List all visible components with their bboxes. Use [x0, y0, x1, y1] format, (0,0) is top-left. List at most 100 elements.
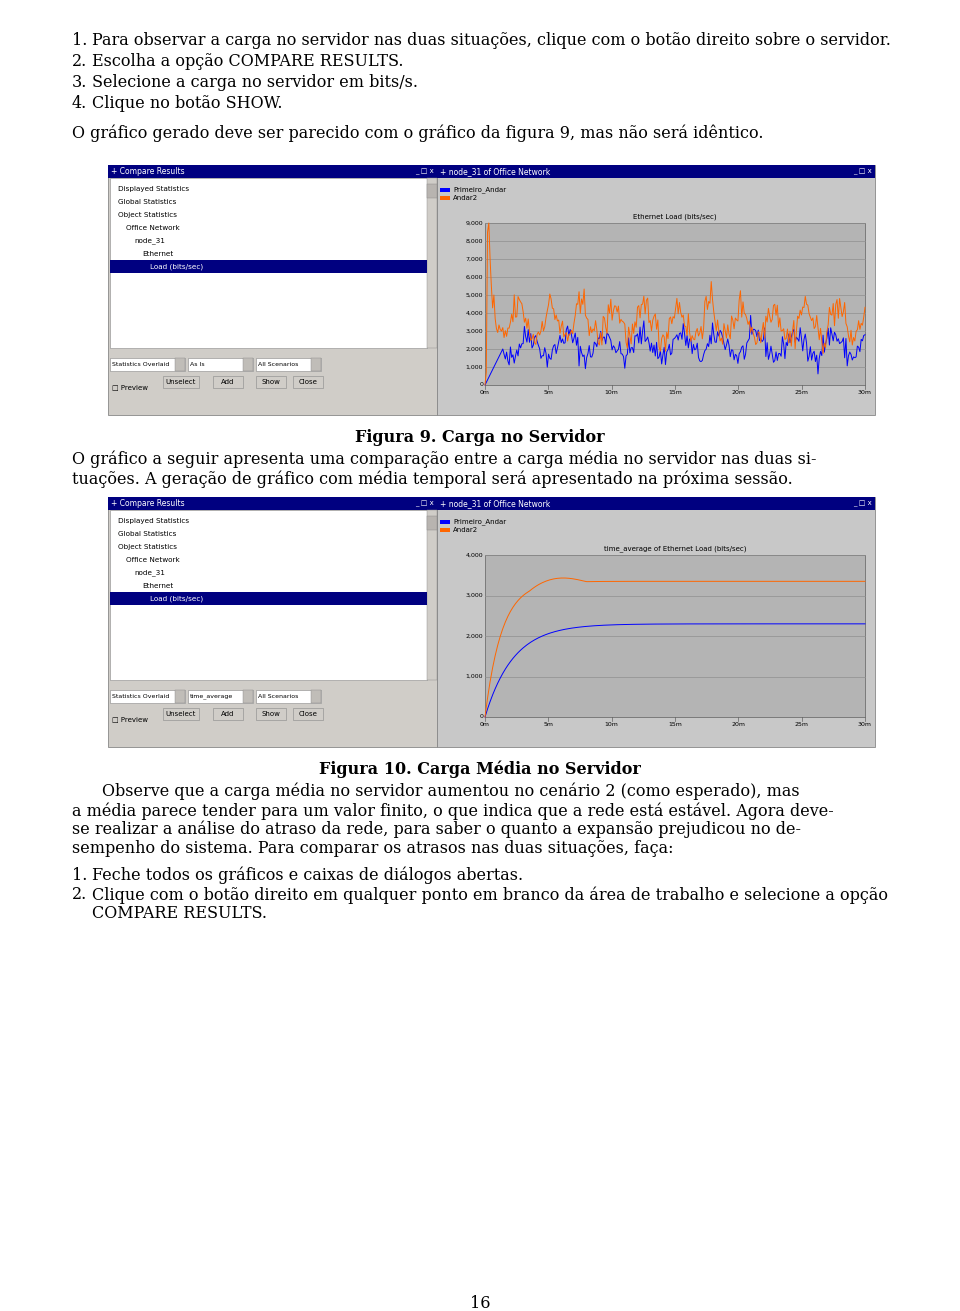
Bar	[188, 358, 253, 371]
Text: Primeiro_Andar: Primeiro_Andar	[453, 186, 506, 194]
Text: 1,000: 1,000	[466, 674, 483, 679]
Bar	[175, 690, 185, 703]
Text: Ethernet: Ethernet	[142, 250, 173, 257]
Text: 16: 16	[469, 1295, 491, 1311]
Text: node_31: node_31	[134, 569, 165, 576]
Bar	[188, 690, 253, 703]
Bar	[256, 690, 321, 703]
Bar	[437, 165, 875, 178]
Text: 25m: 25m	[795, 389, 808, 395]
Text: Statistics Overlaid: Statistics Overlaid	[112, 362, 169, 367]
Text: 4,000: 4,000	[466, 311, 483, 316]
Text: Andar2: Andar2	[453, 527, 478, 534]
Text: + node_31 of Office Network: + node_31 of Office Network	[440, 499, 550, 507]
Text: 0m: 0m	[480, 722, 490, 728]
Text: O gráfico gerado deve ser parecido com o gráfico da figura 9, mas não será idênt: O gráfico gerado deve ser parecido com o…	[72, 125, 763, 142]
Text: 10m: 10m	[605, 389, 618, 395]
Text: 25m: 25m	[795, 722, 808, 728]
Text: 20m: 20m	[732, 389, 745, 395]
Text: All Scenarios: All Scenarios	[258, 362, 299, 367]
Text: Close: Close	[299, 379, 318, 385]
Text: Show: Show	[261, 711, 280, 717]
Text: sempenho do sistema. Para comparar os atrasos nas duas situações, faça:: sempenho do sistema. Para comparar os at…	[72, 840, 674, 857]
Text: O gráfico a seguir apresenta uma comparação entre a carga média no servidor nas : O gráfico a seguir apresenta uma compara…	[72, 451, 817, 468]
Bar	[243, 358, 253, 371]
Bar	[311, 358, 321, 371]
Text: node_31: node_31	[134, 237, 165, 244]
Text: Feche todos os gráficos e caixas de diálogos abertas.: Feche todos os gráficos e caixas de diál…	[92, 867, 523, 885]
Text: Office Network: Office Network	[126, 224, 180, 231]
Text: Ethernet: Ethernet	[142, 582, 173, 589]
Text: 0m: 0m	[480, 389, 490, 395]
Text: 5,000: 5,000	[466, 292, 483, 298]
Text: 20m: 20m	[732, 722, 745, 728]
Text: Object Statistics: Object Statistics	[118, 544, 177, 549]
Text: Observe que a carga média no servidor aumentou no cenário 2 (como esperado), mas: Observe que a carga média no servidor au…	[102, 783, 800, 801]
Text: Andar2: Andar2	[453, 195, 478, 201]
Text: time_average of Ethernet Load (bits/sec): time_average of Ethernet Load (bits/sec)	[604, 545, 746, 552]
Text: 2,000: 2,000	[466, 633, 483, 638]
Text: □ Preview: □ Preview	[112, 716, 148, 722]
Text: Figura 10. Carga Média no Servidor: Figura 10. Carga Média no Servidor	[319, 760, 641, 779]
Text: 3,000: 3,000	[466, 329, 483, 333]
Text: Figura 9. Carga no Servidor: Figura 9. Carga no Servidor	[355, 429, 605, 446]
Text: Escolha a opção COMPARE RESULTS.: Escolha a opção COMPARE RESULTS.	[92, 52, 403, 69]
Text: Displayed Statistics: Displayed Statistics	[118, 185, 189, 191]
Bar	[110, 358, 185, 371]
Text: se realizar a análise do atraso da rede, para saber o quanto a expansão prejudic: se realizar a análise do atraso da rede,…	[72, 821, 801, 839]
Text: 1.: 1.	[72, 31, 87, 49]
Bar	[427, 178, 437, 347]
Text: a média parece tender para um valor finito, o que indica que a rede está estável: a média parece tender para um valor fini…	[72, 802, 833, 819]
Text: COMPARE RESULTS.: COMPARE RESULTS.	[92, 905, 267, 922]
Text: Clique com o botão direito em qualquer ponto em branco da área de trabalho e sel: Clique com o botão direito em qualquer p…	[92, 886, 888, 903]
Text: 10m: 10m	[605, 722, 618, 728]
Text: 6,000: 6,000	[466, 274, 483, 279]
Text: 7,000: 7,000	[466, 257, 483, 261]
Bar	[311, 690, 321, 703]
Bar	[485, 223, 865, 385]
Text: Add: Add	[222, 711, 234, 717]
Bar	[485, 555, 865, 717]
Bar	[243, 690, 253, 703]
Bar	[163, 376, 199, 388]
Bar	[437, 497, 875, 747]
Text: 4,000: 4,000	[466, 552, 483, 557]
Bar	[293, 376, 323, 388]
Text: _ □ x: _ □ x	[853, 501, 872, 506]
Text: □ Preview: □ Preview	[112, 384, 148, 389]
Text: 9,000: 9,000	[466, 220, 483, 225]
Text: 5m: 5m	[543, 722, 553, 728]
Bar	[293, 708, 323, 720]
Text: + node_31 of Office Network: + node_31 of Office Network	[440, 166, 550, 176]
Bar	[108, 165, 437, 416]
Bar	[108, 165, 437, 178]
Text: Object Statistics: Object Statistics	[118, 211, 177, 218]
Text: + Compare Results: + Compare Results	[111, 166, 184, 176]
Text: Displayed Statistics: Displayed Statistics	[118, 518, 189, 523]
Text: 3,000: 3,000	[466, 593, 483, 598]
Text: Unselect: Unselect	[166, 711, 196, 717]
Bar	[175, 358, 185, 371]
Text: Clique no botão SHOW.: Clique no botão SHOW.	[92, 94, 282, 111]
Text: As Is: As Is	[190, 362, 204, 367]
Bar	[427, 510, 437, 680]
Text: 15m: 15m	[668, 722, 682, 728]
Text: Load (bits/sec): Load (bits/sec)	[150, 595, 204, 602]
Text: Global Statistics: Global Statistics	[118, 198, 177, 205]
Text: time_average: time_average	[190, 694, 233, 699]
Text: Unselect: Unselect	[166, 379, 196, 385]
Text: 1.: 1.	[72, 867, 87, 884]
Bar	[440, 187, 450, 191]
Bar	[427, 184, 437, 198]
Text: 3.: 3.	[72, 73, 87, 90]
Text: + Compare Results: + Compare Results	[111, 499, 184, 507]
Text: Load (bits/sec): Load (bits/sec)	[150, 264, 204, 270]
Text: Office Network: Office Network	[126, 556, 180, 562]
Bar	[256, 376, 286, 388]
Bar	[110, 510, 427, 680]
Bar	[440, 520, 450, 524]
Bar	[213, 376, 243, 388]
Text: _ □ x: _ □ x	[853, 168, 872, 174]
Bar	[108, 497, 437, 747]
Bar	[440, 197, 450, 201]
